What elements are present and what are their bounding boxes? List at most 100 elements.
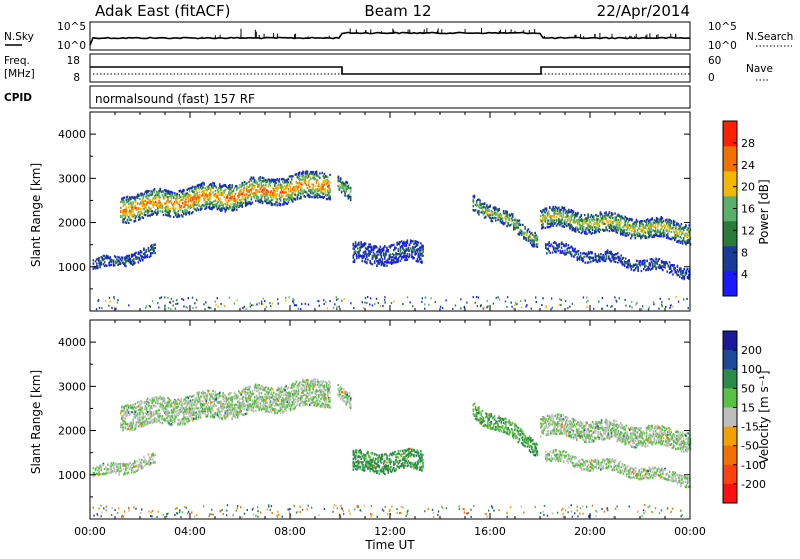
power-noise-cell bbox=[117, 299, 118, 301]
power-noise-cell bbox=[259, 302, 260, 304]
power-cell bbox=[559, 243, 561, 245]
power-cell bbox=[272, 199, 274, 201]
velocity-cell bbox=[131, 427, 133, 429]
power-cell bbox=[159, 197, 161, 199]
velocity-cell bbox=[120, 412, 122, 414]
nave-label: Nave bbox=[746, 63, 773, 75]
power-noise-cell bbox=[376, 298, 377, 300]
velocity-cell bbox=[156, 410, 158, 412]
power-cell bbox=[546, 252, 548, 254]
power-cell bbox=[574, 248, 576, 250]
power-cell bbox=[417, 244, 419, 246]
power-cell bbox=[151, 244, 153, 246]
power-cell bbox=[378, 263, 380, 265]
power-cell bbox=[407, 253, 409, 255]
power-cell bbox=[688, 271, 690, 273]
power-cell bbox=[210, 193, 212, 195]
power-noise-cell bbox=[99, 307, 100, 309]
power-cell bbox=[609, 258, 611, 260]
power-cell bbox=[599, 225, 601, 227]
power-noise-cell bbox=[384, 302, 385, 304]
velocity-cell bbox=[139, 419, 141, 421]
power-cell bbox=[288, 181, 290, 183]
power-cell bbox=[629, 232, 631, 234]
power-cell bbox=[227, 197, 229, 199]
power-cell bbox=[676, 271, 678, 273]
power-cell bbox=[176, 196, 178, 198]
power-noise-cell bbox=[455, 305, 456, 307]
velocity-cell bbox=[159, 413, 161, 415]
power-cell bbox=[617, 252, 619, 254]
power-cell bbox=[227, 195, 229, 197]
power-noise-cell bbox=[152, 300, 153, 302]
power-noise-cell bbox=[341, 300, 342, 302]
power-cell bbox=[156, 196, 158, 198]
power-cell bbox=[652, 263, 654, 265]
power-noise-cell bbox=[483, 307, 484, 309]
power-noise-cell bbox=[546, 305, 547, 307]
power-noise-cell bbox=[183, 299, 184, 301]
power-cell bbox=[365, 250, 367, 252]
power-cell bbox=[278, 187, 280, 189]
power-cell bbox=[559, 246, 561, 248]
nsearch-tick-bottom: 10^0 bbox=[708, 40, 737, 52]
power-noise-cell bbox=[209, 307, 210, 309]
power-cell bbox=[246, 182, 248, 184]
power-cell bbox=[170, 215, 172, 217]
power-cell bbox=[130, 201, 132, 203]
power-cell bbox=[113, 261, 115, 263]
power-noise-cell bbox=[111, 307, 112, 309]
power-noise-cell bbox=[336, 306, 337, 308]
power-noise-cell bbox=[369, 304, 370, 306]
power-cell bbox=[612, 217, 614, 219]
power-cell bbox=[272, 204, 274, 206]
power-cell bbox=[645, 232, 647, 234]
power-cell bbox=[532, 234, 534, 236]
power-cell bbox=[675, 226, 677, 228]
power-cell bbox=[229, 206, 231, 208]
power-cell bbox=[560, 209, 562, 211]
power-cell bbox=[251, 189, 253, 191]
power-noise-cell bbox=[391, 302, 392, 304]
power-cell bbox=[210, 196, 212, 198]
power-noise-cell bbox=[525, 300, 526, 302]
velocity-cell bbox=[127, 409, 129, 411]
power-cell bbox=[545, 227, 547, 229]
power-cell bbox=[681, 237, 683, 239]
power-cell bbox=[670, 268, 672, 270]
power-noise-cell bbox=[670, 305, 671, 307]
power-cell bbox=[139, 198, 141, 200]
power-cell bbox=[372, 263, 374, 265]
power-cell bbox=[212, 191, 214, 193]
power-cell bbox=[199, 199, 201, 201]
power-cell bbox=[275, 182, 277, 184]
power-cell bbox=[582, 220, 584, 222]
power-noise-cell bbox=[642, 305, 643, 307]
power-noise-cell bbox=[110, 301, 111, 303]
power-cell bbox=[202, 187, 204, 189]
power-cell bbox=[316, 173, 318, 175]
power-cell bbox=[600, 253, 602, 255]
power-cell bbox=[127, 219, 129, 221]
power-cell bbox=[679, 276, 681, 278]
power-cell bbox=[380, 258, 382, 260]
power-cell bbox=[278, 184, 280, 186]
power-cell bbox=[664, 266, 666, 268]
power-noise-cell bbox=[583, 297, 584, 299]
power-noise-cell bbox=[195, 307, 196, 309]
power-cell bbox=[298, 194, 300, 196]
power-cell bbox=[356, 257, 358, 259]
power-noise-cell bbox=[334, 303, 335, 305]
power-noise-cell bbox=[300, 308, 301, 310]
power-cell bbox=[600, 229, 602, 231]
power-cell bbox=[513, 225, 515, 227]
power-cell bbox=[206, 207, 208, 209]
power-cell bbox=[639, 227, 641, 229]
power-cell bbox=[317, 196, 319, 198]
power-noise-cell bbox=[648, 308, 649, 310]
power-cell bbox=[592, 229, 594, 231]
power-cell bbox=[512, 215, 514, 217]
power-cell bbox=[555, 222, 557, 224]
